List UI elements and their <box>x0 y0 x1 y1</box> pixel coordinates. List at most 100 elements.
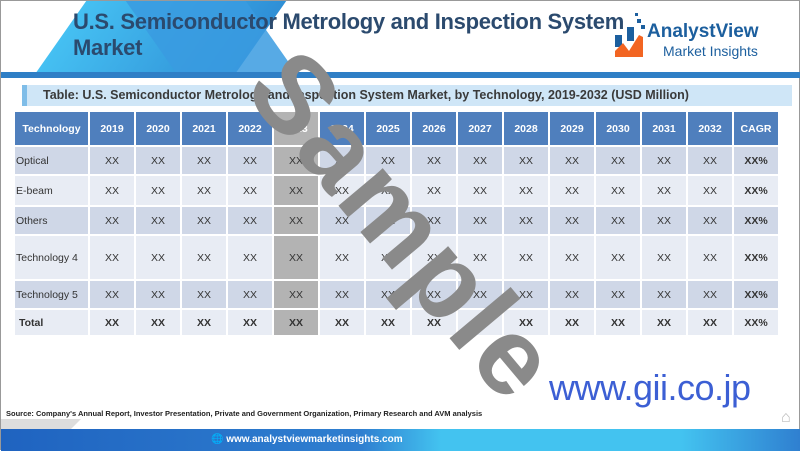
value-cell: XX <box>272 279 320 310</box>
row-label: Technology 4 <box>13 234 90 281</box>
column-header: 2032 <box>686 110 734 147</box>
cagr-cell: XX% <box>732 205 780 236</box>
cagr-cell: XX% <box>732 308 780 337</box>
value-cell: XX <box>640 234 688 281</box>
column-header: 2025 <box>364 110 412 147</box>
row-label: E-beam <box>13 174 90 207</box>
logo-tagline: Market Insights <box>663 43 758 59</box>
footer-accent <box>1 419 81 431</box>
column-header: Technology <box>13 110 90 147</box>
value-cell: XX <box>410 174 458 207</box>
value-cell: XX <box>640 308 688 337</box>
value-cell: XX <box>686 174 734 207</box>
column-header: 2026 <box>410 110 458 147</box>
value-cell: XX <box>180 308 228 337</box>
value-cell: XX <box>502 234 550 281</box>
value-cell: XX <box>318 279 366 310</box>
value-cell: XX <box>456 145 504 176</box>
column-header: 2027 <box>456 110 504 147</box>
table-caption: Table: U.S. Semiconductor Metrology and … <box>22 85 792 106</box>
value-cell: XX <box>686 145 734 176</box>
value-cell: XX <box>594 279 642 310</box>
value-cell: XX <box>226 205 274 236</box>
value-cell: XX <box>548 205 596 236</box>
value-cell: XX <box>318 145 366 176</box>
value-cell: XX <box>502 205 550 236</box>
table-header-row: Technology 2019 2020 2021 2022 2023 2024 2025 20… <box>13 110 780 147</box>
row-label: Others <box>13 205 90 236</box>
value-cell: XX <box>364 234 412 281</box>
column-header: 2030 <box>594 110 642 147</box>
value-cell: XX <box>226 234 274 281</box>
value-cell: XX <box>456 174 504 207</box>
value-cell: XX <box>686 234 734 281</box>
home-icon[interactable]: ⌂ <box>781 409 791 426</box>
cagr-cell: XX% <box>732 174 780 207</box>
value-cell: XX <box>180 234 228 281</box>
value-cell: XX <box>226 174 274 207</box>
value-cell: XX <box>640 205 688 236</box>
column-header: 2031 <box>640 110 688 147</box>
value-cell: XX <box>134 279 182 310</box>
gii-url[interactable]: www.gii.co.jp <box>549 367 751 408</box>
value-cell: XX <box>640 279 688 310</box>
value-cell: XX <box>502 308 550 337</box>
value-cell: XX <box>456 234 504 281</box>
value-cell: XX <box>318 174 366 207</box>
value-cell: XX <box>272 145 320 176</box>
value-cell: XX <box>134 205 182 236</box>
value-cell: XX <box>594 205 642 236</box>
value-cell: XX <box>364 174 412 207</box>
value-cell: XX <box>318 205 366 236</box>
column-header: 2029 <box>548 110 596 147</box>
value-cell: XX <box>134 234 182 281</box>
value-cell: XX <box>502 279 550 310</box>
value-cell: XX <box>134 145 182 176</box>
value-cell: XX <box>88 308 136 337</box>
value-cell: XX <box>226 279 274 310</box>
value-cell: XX <box>410 234 458 281</box>
table-row: Total XX XX XX XX XX XX XX XX XX XX XX XX XX XX XX% <box>13 308 780 337</box>
table-row: Optical XX XX XX XX XX XX XX XX XX XX XX XX XX XX XX% <box>13 145 780 176</box>
column-header: 2028 <box>502 110 550 147</box>
value-cell: XX <box>410 205 458 236</box>
value-cell: XX <box>594 234 642 281</box>
row-label: Optical <box>13 145 90 176</box>
value-cell: XX <box>548 234 596 281</box>
header-divider <box>1 72 800 78</box>
value-cell: XX <box>134 174 182 207</box>
column-header: 2021 <box>180 110 228 147</box>
value-cell: XX <box>180 145 228 176</box>
footer-website[interactable]: 🌐 www.analystviewmarketinsights.com <box>211 434 403 445</box>
value-cell: XX <box>272 174 320 207</box>
value-cell: XX <box>226 145 274 176</box>
value-cell: XX <box>364 205 412 236</box>
value-cell: XX <box>364 308 412 337</box>
logo-chart-icon <box>615 13 645 57</box>
footer-url-text: www.analystviewmarketinsights.com <box>226 434 403 445</box>
row-label: Total <box>13 308 90 337</box>
value-cell: XX <box>364 279 412 310</box>
value-cell: XX <box>364 145 412 176</box>
value-cell: XX <box>594 145 642 176</box>
footer-bar: 🌐 www.analystviewmarketinsights.com <box>1 429 800 451</box>
value-cell: XX <box>180 174 228 207</box>
table-row: Others XX XX XX XX XX XX XX XX XX XX XX XX XX XX XX% <box>13 205 780 236</box>
page-title: U.S. Semiconductor Metrology and Inspect… <box>73 9 624 60</box>
globe-icon: 🌐 <box>211 434 224 445</box>
logo-name: AnalystView <box>647 21 759 42</box>
cagr-cell: XX% <box>732 234 780 281</box>
row-label: Technology 5 <box>13 279 90 310</box>
value-cell: XX <box>88 234 136 281</box>
value-cell: XX <box>134 308 182 337</box>
value-cell: XX <box>88 279 136 310</box>
column-header: CAGR <box>732 110 780 147</box>
value-cell: XX <box>502 145 550 176</box>
column-header: 2020 <box>134 110 182 147</box>
value-cell: XX <box>226 308 274 337</box>
value-cell: XX <box>318 308 366 337</box>
column-header: 2019 <box>88 110 136 147</box>
value-cell: XX <box>272 308 320 337</box>
value-cell: XX <box>640 145 688 176</box>
value-cell: XX <box>640 174 688 207</box>
